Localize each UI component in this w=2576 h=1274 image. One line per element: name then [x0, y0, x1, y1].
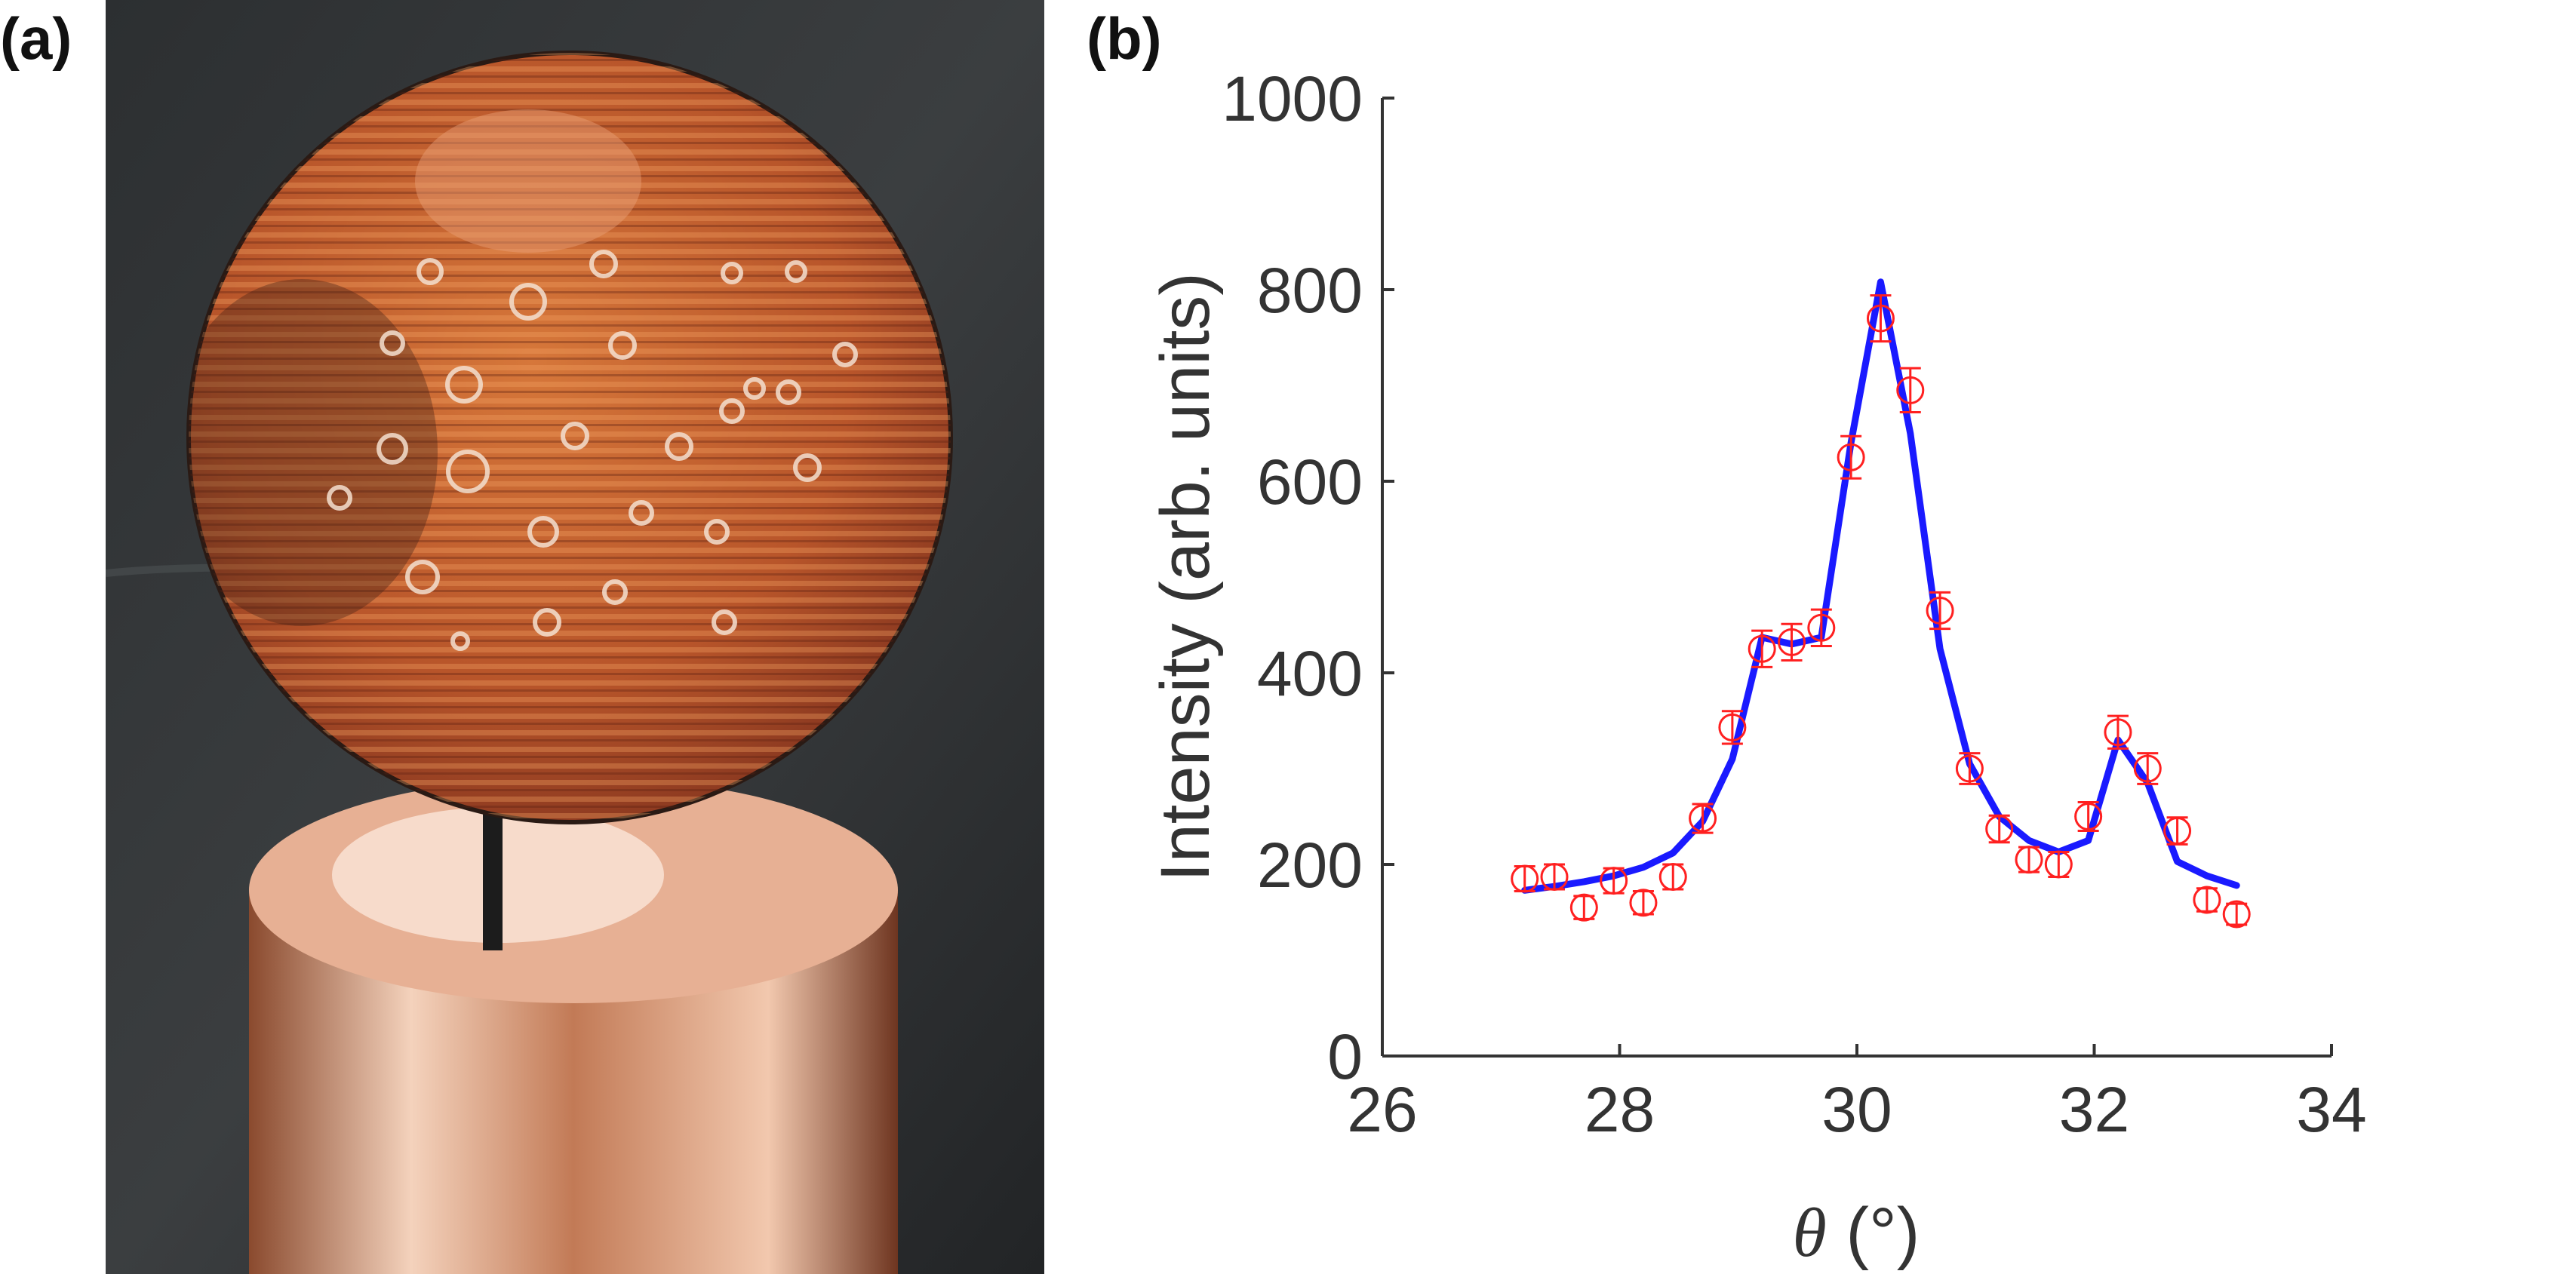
data-marker: [1985, 815, 2014, 843]
data-marker: [1718, 713, 1747, 741]
data-point: [1985, 814, 2014, 844]
data-point: [2104, 714, 2132, 750]
data-marker: [2044, 850, 2073, 879]
data-marker: [2163, 817, 2192, 846]
x-axis-label-unit: (°): [1827, 1194, 1920, 1271]
data-marker: [1600, 867, 1628, 895]
copper-sample-photo: [106, 0, 1044, 1274]
data-point: [1629, 889, 1658, 917]
y-axis-label: Intensity (arb. units): [1147, 272, 1224, 882]
data-marker: [1569, 893, 1598, 922]
data-point: [2163, 816, 2192, 846]
data-marker: [1689, 804, 1717, 833]
data-marker: [1629, 889, 1658, 917]
y-tick-label: 1000: [1222, 63, 1363, 134]
data-point: [1540, 863, 1569, 892]
data-marker: [1540, 863, 1569, 892]
data-marker: [2074, 803, 2103, 830]
data-point: [1511, 864, 1539, 893]
data-marker: [1807, 613, 1836, 642]
data-marker: [2015, 846, 2043, 874]
data-point: [1689, 803, 1717, 834]
data-point: [1778, 622, 1806, 662]
data-point: [1926, 591, 1954, 631]
data-point: [1896, 367, 1925, 414]
y-tick-label: 600: [1257, 447, 1363, 517]
data-point: [1866, 294, 1895, 343]
data-marker: [2133, 754, 2162, 783]
x-tick-label: 34: [2296, 1074, 2366, 1145]
x-axis-label-symbol: θ: [1793, 1194, 1827, 1271]
xrd-chart: 0 200 400 600 800 1000 26 28 30 32 34 Intensity (…: [1147, 63, 2367, 1271]
x-tick-label: 32: [2059, 1074, 2129, 1145]
disc-stripes: [189, 53, 951, 822]
x-tick-label: 30: [1821, 1074, 1892, 1145]
data-marker: [1511, 864, 1539, 893]
y-tick-label: 0: [1327, 1021, 1363, 1092]
data-point: [2044, 850, 2073, 879]
data-point: [2222, 900, 2251, 929]
panel-label-b: (b): [1087, 5, 1162, 72]
data-point: [1600, 867, 1628, 895]
x-tick-label: 28: [1585, 1074, 1655, 1145]
x-axis-label: θ (°): [1793, 1194, 1920, 1271]
disc-light-patch: [415, 109, 641, 253]
data-marker: [2104, 718, 2132, 747]
data-point: [1658, 863, 1687, 892]
data-marker: [2193, 886, 2221, 914]
data-marker: [2222, 900, 2251, 929]
data-marker: [1778, 628, 1806, 656]
data-point: [1837, 434, 1865, 480]
disc-dark-patch: [189, 279, 438, 626]
data-marker: [1866, 304, 1895, 333]
fit-line: [1521, 278, 2240, 894]
data-point: [1955, 752, 1984, 785]
data-marker: [1658, 863, 1687, 892]
data-marker: [1926, 596, 1954, 625]
hole-spots: [327, 250, 858, 651]
data-marker: [1837, 443, 1865, 471]
data-point: [2193, 886, 2221, 914]
data-marker: [1955, 754, 1984, 783]
x-tick-label: 26: [1347, 1074, 1417, 1145]
data-point: [1569, 893, 1598, 922]
y-tick-label: 400: [1257, 638, 1363, 709]
data-point: [2074, 800, 2103, 833]
y-tick-label: 800: [1257, 255, 1363, 326]
panel-label-a: (a): [0, 5, 72, 72]
data-point: [1748, 629, 1776, 668]
y-tick-label: 200: [1257, 830, 1363, 901]
data-point: [2015, 846, 2043, 874]
data-point: [2133, 752, 2162, 785]
data-point: [1807, 608, 1836, 647]
data-marker: [1896, 376, 1925, 404]
data-marker: [1748, 634, 1776, 663]
data-point: [1718, 710, 1747, 745]
